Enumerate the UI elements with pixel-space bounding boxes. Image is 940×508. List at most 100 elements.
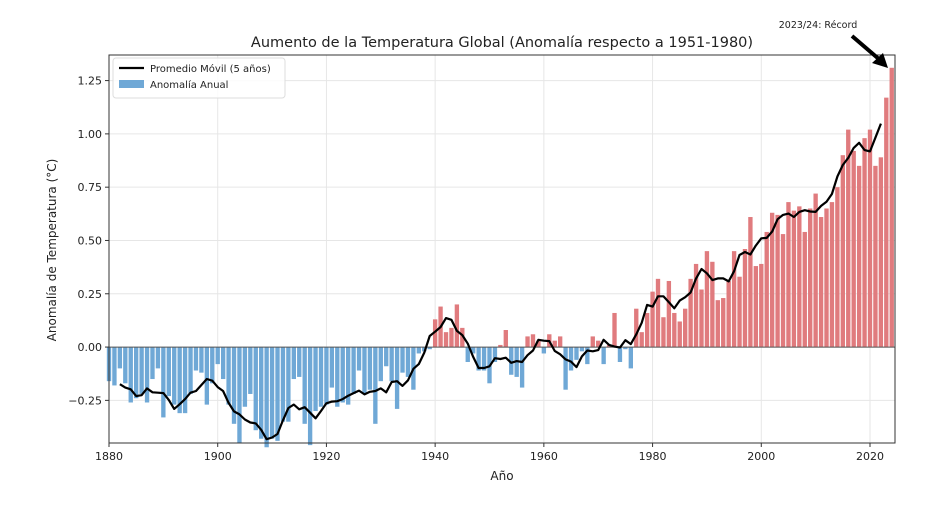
bar-1947 [471,347,476,354]
bar-2010 [813,193,818,348]
bar-1915 [297,347,302,377]
bar-2024 [889,67,894,348]
bar-1980 [650,291,655,348]
bar-1985 [677,321,682,348]
bar-1989 [699,289,704,348]
x-axis-label: Año [490,469,513,483]
bar-1967 [579,347,585,352]
bar-1951 [492,347,498,362]
bar-1916 [302,347,307,424]
x-tick-label: 1880 [95,450,123,463]
y-tick-label: 0.25 [78,288,103,301]
bar-1991 [710,261,715,348]
bar-1946 [465,347,470,362]
bar-2023 [884,97,889,348]
bar-2020 [867,129,873,348]
legend-bar-swatch [119,80,144,88]
x-tick-label: 1980 [639,450,667,463]
bar-1971 [601,347,606,365]
bar-2007 [797,206,802,348]
bar-1912 [280,347,286,422]
bar-1932 [389,347,394,382]
bar-1953 [503,330,508,348]
bar-1987 [688,278,693,348]
bar-1957 [525,336,530,348]
y-tick-label: −0.25 [68,394,102,407]
y-tick-label: 0.00 [78,341,103,354]
bar-1911 [275,347,280,441]
bar-1956 [519,347,525,388]
bar-1952 [498,344,503,348]
bar-2009 [808,208,813,348]
bar-1960 [541,347,547,354]
bar-2022 [878,157,884,348]
bar-1927 [362,347,367,394]
bar-1944 [454,304,460,348]
bar-1954 [509,347,514,375]
bar-1979 [644,312,650,348]
bar-1901 [220,347,226,380]
bar-1959 [536,340,541,348]
bar-1887 [144,347,150,403]
legend-label-moving-average: Promedio Móvil (5 años) [150,63,271,75]
bar-1948 [476,347,481,371]
bar-1929 [373,347,378,424]
bar-2013 [829,202,835,348]
bar-1942 [443,332,449,348]
bar-1905 [242,347,248,407]
bar-1907 [253,347,258,431]
bar-1914 [291,347,296,380]
bar-1963 [557,336,563,348]
bar-1896 [193,347,199,371]
bar-1970 [596,340,601,348]
bar-2016 [846,129,851,348]
plot-frame [108,54,896,444]
moving-average-line [119,123,882,441]
x-tick-label: 1920 [312,450,340,463]
bar-2005 [786,202,791,348]
bar-1988 [693,263,699,348]
y-tick-label: 1.25 [78,75,103,88]
bar-1923 [340,347,345,403]
bar-1973 [612,312,617,348]
bar-1904 [237,347,242,443]
bar-2021 [873,165,878,348]
bar-1983 [666,280,672,348]
bar-1990 [704,251,710,348]
bar-2015 [840,155,845,348]
y-axis-label: Anomalía de Temperatura (°C) [45,159,59,342]
annual-bars [106,67,894,448]
bar-1921 [329,347,335,388]
bar-1933 [394,347,400,409]
bar-1926 [356,347,362,371]
bar-1918 [313,347,318,412]
bar-1897 [199,347,204,373]
bar-2008 [802,231,807,348]
bar-1884 [128,347,133,403]
bar-1885 [134,347,139,399]
bar-1898 [204,347,210,405]
bar-1934 [400,347,405,373]
bar-1945 [460,327,465,348]
bar-1986 [683,308,688,348]
bar-2004 [780,234,786,348]
bar-1888 [150,347,155,380]
record-annotation: 2023/24: Récord [779,20,888,68]
y-tick-label: 1.00 [78,128,103,141]
bar-1995 [731,251,737,348]
y-tick-label: 0.75 [78,181,103,194]
bar-1924 [345,347,351,405]
bar-2018 [856,165,862,348]
bar-1917 [307,347,313,446]
bar-1891 [166,347,171,397]
bar-1996 [737,276,742,348]
bar-1892 [172,347,177,405]
chart-title: Aumento de la Temperatura Global (Anomal… [251,35,753,51]
bar-1903 [231,347,237,424]
bar-1931 [384,347,389,367]
bar-1910 [269,347,275,439]
bar-1966 [574,347,579,360]
bar-1890 [161,347,166,418]
bar-1975 [623,347,628,350]
